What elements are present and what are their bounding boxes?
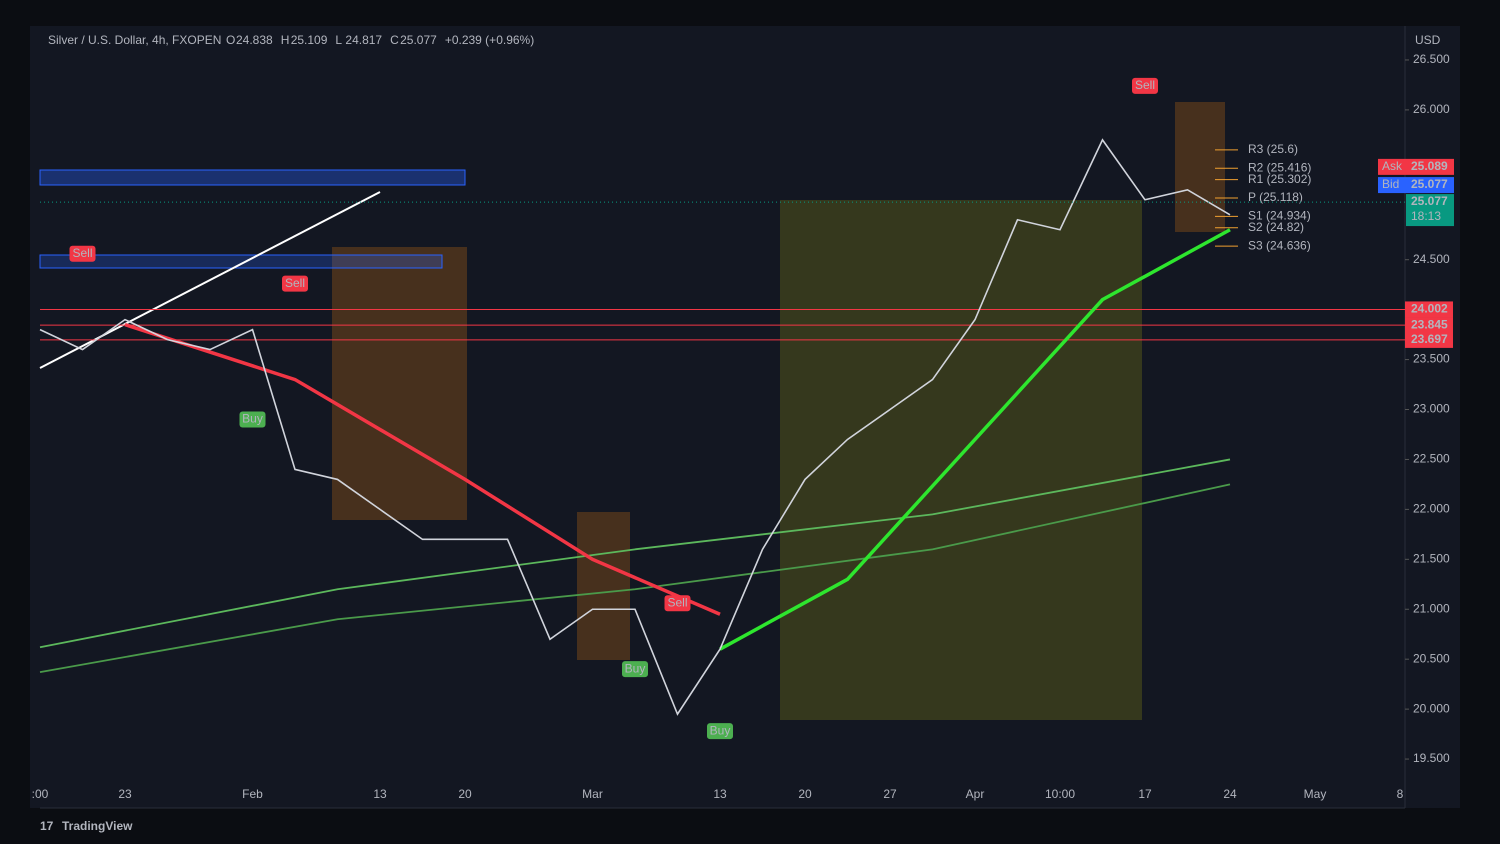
chart-background: [30, 26, 1460, 808]
x-tick-label: 17: [1138, 787, 1152, 801]
ohlc-value: 25.077: [400, 33, 437, 47]
y-tick-label: 22.000: [1413, 502, 1450, 516]
y-tick-label: 21.000: [1413, 601, 1450, 615]
signal-label: Buy: [625, 661, 646, 675]
signal-badge: [282, 275, 308, 292]
y-tick-label: 20.000: [1413, 701, 1450, 715]
signal-badge: [664, 595, 691, 612]
moving-average: [719, 228, 1231, 651]
x-tick-label: 10:00: [1045, 787, 1075, 801]
zone: [780, 200, 1142, 720]
signal-label: Sell: [667, 595, 687, 609]
signal-label: Buy: [710, 723, 731, 737]
quote-tag: [1406, 158, 1454, 175]
pivot-label: R2 (25.416): [1248, 160, 1311, 174]
x-tick-label: 20: [798, 787, 812, 801]
ohlc-value: 24.817: [345, 33, 382, 47]
pivot-label: R3 (25.6): [1248, 142, 1298, 156]
x-tick-label: 27: [883, 787, 897, 801]
y-tick-label: 24.500: [1413, 252, 1450, 266]
level-tag: [1405, 301, 1453, 318]
x-tick-label: 13: [373, 787, 387, 801]
x-tick-label: Feb: [242, 787, 263, 801]
x-tick-label: Mar: [582, 787, 603, 801]
price-change: +0.239 (+0.96%): [445, 33, 534, 47]
pivot-label: S1 (24.934): [1248, 209, 1311, 223]
signal-label: Sell: [72, 246, 92, 260]
countdown: 18:13: [1411, 209, 1441, 223]
ohlc-key: L: [335, 33, 342, 47]
x-tick-label: 24: [1223, 787, 1237, 801]
signal-label: Sell: [1135, 78, 1155, 92]
quote-name-tag: [1378, 177, 1406, 194]
quote-name-tag: [1378, 158, 1406, 175]
zone: [577, 512, 630, 660]
pivot-label: R1 (25.302): [1248, 172, 1311, 186]
x-tick-label: 23: [118, 787, 132, 801]
x-tick-label: 13: [713, 787, 727, 801]
x-tick-label: 8: [1397, 787, 1404, 801]
last-price: 25.077: [1411, 194, 1448, 208]
y-tick-label: 21.500: [1413, 551, 1450, 565]
zone: [39, 169, 466, 186]
chart-title: Silver / U.S. Dollar, 4h, FXOPEN: [48, 33, 221, 47]
signal-badge: [239, 411, 266, 428]
y-tick-label: 20.500: [1413, 651, 1450, 665]
y-tick-label: 23.000: [1413, 402, 1450, 416]
zone: [1175, 102, 1225, 232]
signal-label: Buy: [242, 412, 263, 426]
signal-label: Sell: [285, 276, 305, 290]
level-label: 23.697: [1411, 332, 1448, 346]
x-tick-label: Apr: [966, 787, 985, 801]
brand-logo: 17: [40, 819, 54, 833]
ohlc-key: C: [390, 33, 399, 47]
ohlc-key: H: [281, 33, 290, 47]
zone: [332, 247, 467, 520]
y-tick-label: 23.500: [1413, 352, 1450, 366]
level-label: 23.845: [1411, 317, 1448, 331]
price-line: [39, 138, 1231, 716]
y-tick-label: 26.500: [1413, 52, 1450, 66]
last-price-tag: [1406, 194, 1454, 227]
quote-tag: [1406, 177, 1454, 194]
level-label: 24.002: [1411, 302, 1448, 316]
ohlc-value: 25.109: [291, 33, 328, 47]
quote-value: 25.077: [1411, 177, 1448, 191]
pivot-label: S2 (24.82): [1248, 220, 1304, 234]
y-tick-label: 19.500: [1413, 751, 1450, 765]
signal-badge: [1132, 77, 1158, 94]
brand: TradingView: [62, 819, 133, 833]
pivot-label: P (25.118): [1248, 190, 1303, 204]
zone: [39, 254, 443, 269]
moving-average: [39, 483, 1231, 674]
level-tag: [1405, 331, 1453, 348]
signal-badge: [622, 661, 648, 678]
moving-average: [124, 322, 721, 616]
pivot-label: S3 (24.636): [1248, 238, 1311, 252]
y-tick-label: 26.000: [1413, 102, 1450, 116]
ohlc-key: O: [226, 33, 235, 47]
quote-name: Bid: [1382, 177, 1399, 191]
quote-value: 25.089: [1411, 159, 1448, 173]
signal-badge: [69, 245, 96, 262]
signal-badge: [707, 723, 733, 740]
x-tick-label: 20: [458, 787, 472, 801]
y-tick-label: 22.500: [1413, 452, 1450, 466]
currency: USD: [1415, 33, 1441, 47]
moving-average: [39, 458, 1231, 649]
level-tag: [1405, 317, 1453, 334]
quote-name: Ask: [1382, 159, 1403, 173]
x-tick-label: :00: [32, 787, 49, 801]
ohlc-value: 24.838: [236, 33, 273, 47]
x-tick-label: May: [1304, 787, 1327, 801]
